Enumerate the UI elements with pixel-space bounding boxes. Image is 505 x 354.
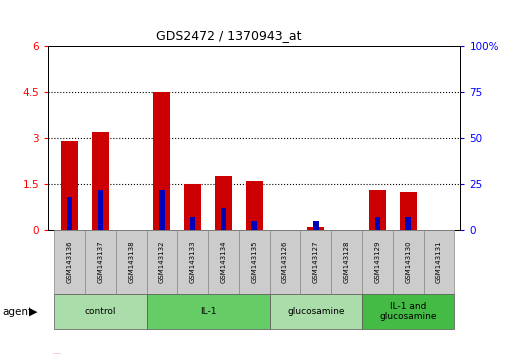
Bar [269,294,361,329]
Bar [251,221,257,230]
Bar [269,230,300,294]
Text: IL-1: IL-1 [199,307,216,316]
Text: GSM143138: GSM143138 [128,241,134,283]
Bar [54,294,146,329]
Bar [54,230,85,294]
Bar [146,294,269,329]
Bar [331,230,361,294]
Text: GSM143133: GSM143133 [189,241,195,283]
Text: GSM143130: GSM143130 [405,241,411,283]
Bar [146,230,177,294]
Bar [67,197,72,230]
Bar [307,227,324,230]
Bar [399,192,416,230]
Text: agent: agent [3,307,33,316]
Bar [245,181,262,230]
Text: GSM143127: GSM143127 [312,241,318,283]
Bar [361,294,453,329]
Text: GSM143131: GSM143131 [435,241,441,283]
Bar [208,230,238,294]
Bar [184,184,201,230]
Text: GDS2472 / 1370943_at: GDS2472 / 1370943_at [156,29,301,42]
Bar [215,176,231,230]
Text: GSM143137: GSM143137 [97,241,103,283]
Text: IL-1 and
glucosamine: IL-1 and glucosamine [379,302,436,321]
Bar [368,190,385,230]
Text: glucosamine: glucosamine [286,307,344,316]
Text: GSM143135: GSM143135 [251,241,257,283]
Text: GSM143132: GSM143132 [159,241,165,283]
Bar [238,230,269,294]
Text: control: control [84,307,116,316]
Bar [374,217,379,230]
Bar [313,221,318,230]
Text: GSM143129: GSM143129 [374,241,380,283]
Bar [405,217,410,230]
Text: ▶: ▶ [29,307,37,316]
Text: GSM143136: GSM143136 [67,241,73,283]
Bar [92,132,109,230]
Text: GSM143128: GSM143128 [343,241,349,283]
Bar [361,230,392,294]
Bar [423,230,453,294]
Bar [85,230,116,294]
Bar [61,141,78,230]
Bar [392,230,423,294]
Text: GSM143126: GSM143126 [281,241,287,283]
Bar [159,190,165,230]
Bar [116,230,146,294]
Bar [97,190,103,230]
Text: GSM143134: GSM143134 [220,241,226,283]
Bar [177,230,208,294]
Bar [220,208,226,230]
Bar [153,92,170,230]
Bar [300,230,331,294]
Bar [189,217,195,230]
